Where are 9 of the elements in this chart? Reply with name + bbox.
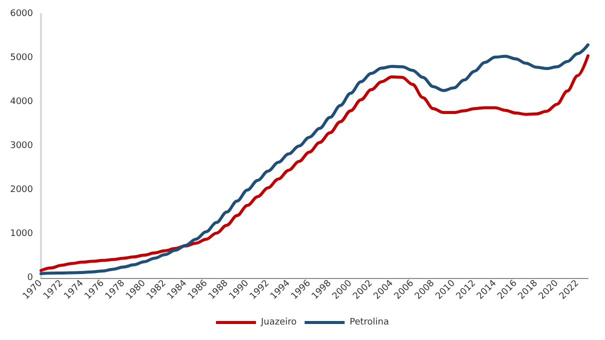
y-tick-label: 4000 — [10, 97, 34, 107]
y-tick-label: 0 — [27, 273, 34, 283]
y-tick-label: 3000 — [10, 141, 34, 151]
y-tick-label: 5000 — [10, 53, 34, 63]
y-tick-label: 1000 — [10, 229, 34, 239]
legend-label: Petrolina — [350, 318, 390, 328]
y-tick-label: 2000 — [10, 185, 34, 195]
y-tick-label: 6000 — [10, 9, 34, 19]
legend-label: Juazeiro — [260, 318, 298, 328]
